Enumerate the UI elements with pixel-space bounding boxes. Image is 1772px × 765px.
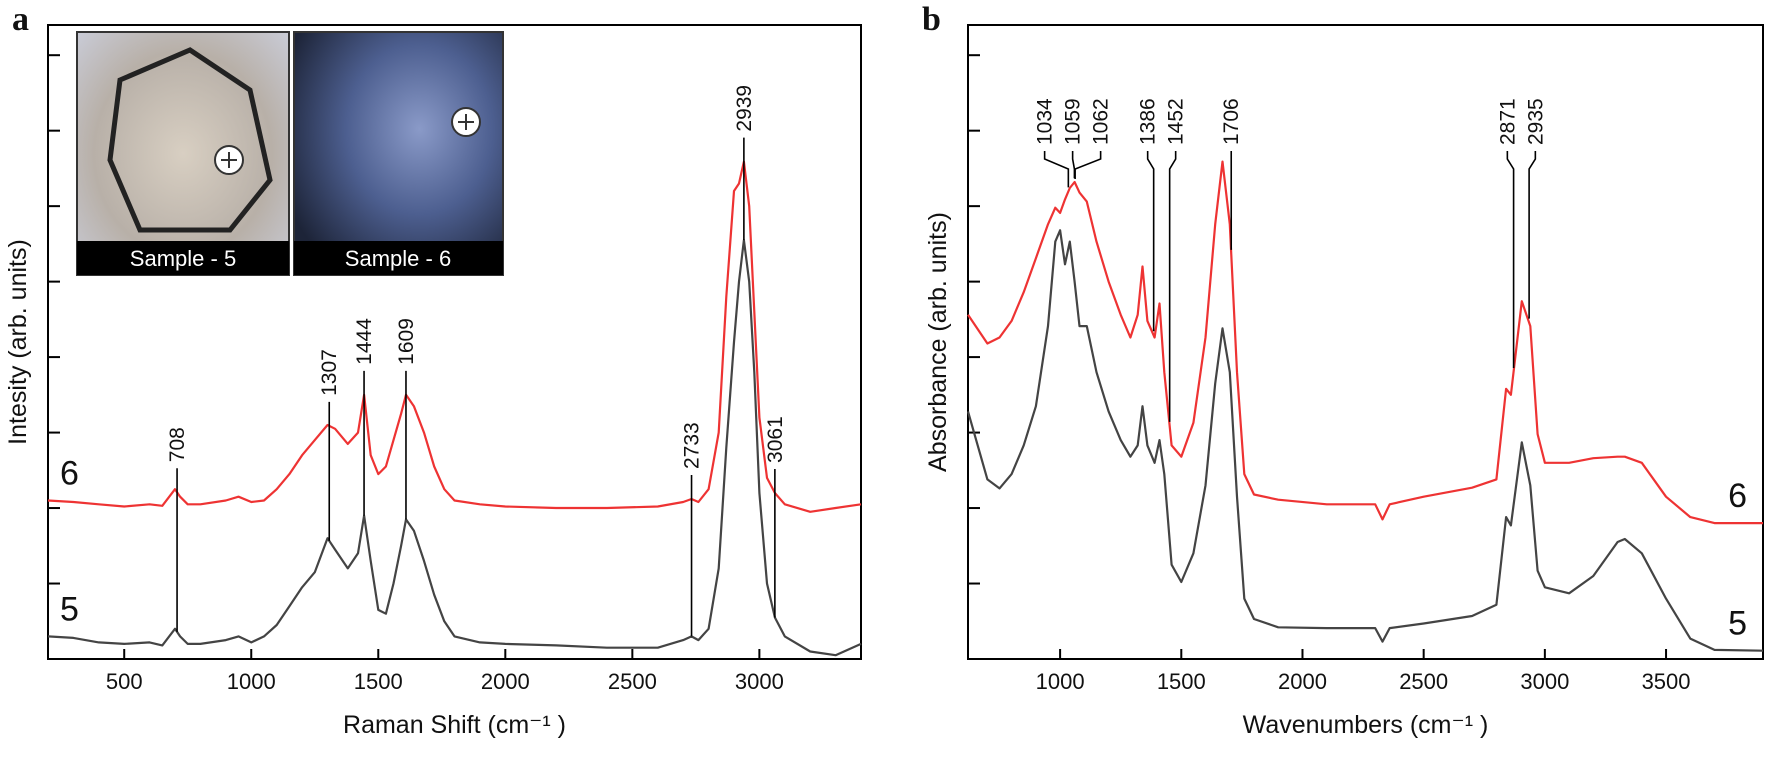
caption-bar bbox=[294, 241, 503, 275]
photo-sample-6 bbox=[293, 31, 504, 276]
x-tick-label: 2500 bbox=[1399, 669, 1448, 694]
x-tick-label: 2000 bbox=[1278, 669, 1327, 694]
peak-label: 2935 bbox=[1524, 98, 1547, 145]
peak-leader bbox=[1071, 151, 1076, 179]
panel-letter: b bbox=[922, 1, 941, 38]
x-tick-label: 1000 bbox=[1036, 669, 1085, 694]
peak-label: 1062 bbox=[1090, 98, 1113, 145]
peak-leader bbox=[1506, 151, 1515, 368]
peak-label: 3061 bbox=[764, 416, 787, 463]
series-label: 6 bbox=[60, 455, 79, 493]
x-axis-title: Raman Shift (cm⁻¹ ) bbox=[343, 711, 566, 739]
x-tick-label: 1500 bbox=[1157, 669, 1206, 694]
x-tick-label: 1500 bbox=[354, 669, 403, 694]
spot-cross bbox=[458, 114, 474, 130]
plot-frame bbox=[47, 24, 862, 660]
peak-leader bbox=[1168, 151, 1177, 422]
x-tick-label: 500 bbox=[106, 669, 143, 694]
peak-label: 2733 bbox=[681, 422, 704, 469]
panel-letter: a bbox=[12, 1, 29, 38]
plot-frame bbox=[967, 24, 1764, 660]
spectrum-line bbox=[47, 239, 862, 657]
x-tick-label: 3500 bbox=[1642, 669, 1691, 694]
series-label: 5 bbox=[1728, 605, 1747, 643]
inset-photos: Sample - 5 Sample - 6 bbox=[76, 31, 504, 276]
inset-caption: Sample - 5 bbox=[130, 246, 236, 271]
series-label: 6 bbox=[1728, 477, 1747, 515]
peak-label: 1034 bbox=[1034, 98, 1057, 145]
y-axis-title: Absorbance (arb. units) bbox=[924, 212, 952, 472]
spectrum-line bbox=[966, 229, 1764, 652]
spectrum-line bbox=[967, 160, 1763, 525]
peak-leader bbox=[1043, 151, 1070, 188]
peak-leader bbox=[1074, 151, 1102, 180]
spot-cross bbox=[221, 152, 237, 168]
inset-caption: Sample - 6 bbox=[345, 246, 451, 271]
peak-label: 1452 bbox=[1165, 98, 1188, 145]
peak-leader bbox=[1146, 151, 1155, 332]
crystal-outline bbox=[107, 47, 273, 233]
peak-label: 2871 bbox=[1496, 98, 1519, 145]
series-label: 5 bbox=[60, 590, 79, 628]
caption-bar bbox=[77, 241, 289, 275]
x-tick-label: 2500 bbox=[608, 669, 657, 694]
x-tick-label: 3000 bbox=[1520, 669, 1569, 694]
peak-label: 1386 bbox=[1137, 98, 1160, 145]
x-tick-label: 1000 bbox=[227, 669, 276, 694]
peak-label: 708 bbox=[166, 427, 189, 462]
x-axis-title: Wavenumbers (cm⁻¹ ) bbox=[1243, 711, 1489, 739]
peak-label: 2939 bbox=[733, 85, 756, 132]
peak-label: 1609 bbox=[395, 318, 418, 365]
peak-label: 1059 bbox=[1062, 98, 1085, 145]
peak-label: 1444 bbox=[353, 318, 376, 365]
peak-label: 1706 bbox=[1220, 98, 1243, 145]
peak-leader bbox=[1528, 151, 1537, 319]
x-tick-label: 2000 bbox=[481, 669, 530, 694]
x-tick-label: 3000 bbox=[735, 669, 784, 694]
peak-label: 1307 bbox=[318, 349, 341, 396]
y-axis-title: Intesity (arb. units) bbox=[4, 239, 32, 445]
